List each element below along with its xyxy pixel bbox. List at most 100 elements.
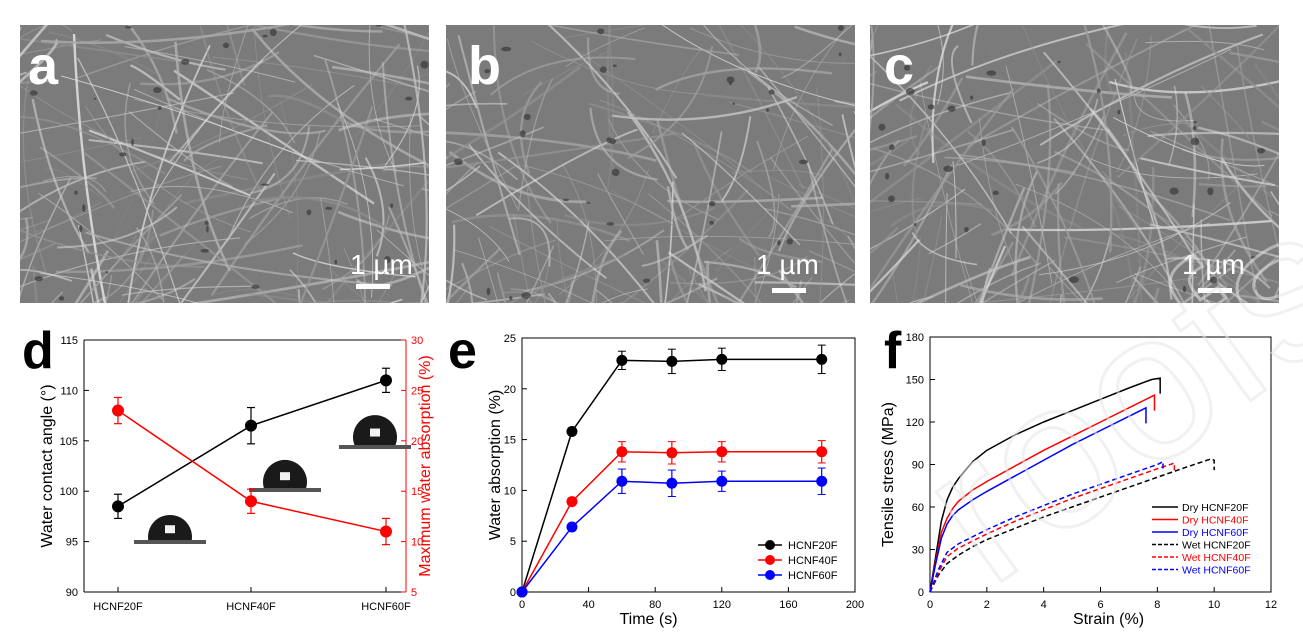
pore (838, 52, 842, 57)
fiber (146, 25, 303, 210)
fiber (870, 226, 899, 255)
pore (1096, 88, 1101, 94)
fiber (226, 25, 246, 86)
sem-image-b: b 1 µm (446, 25, 855, 303)
fiber (666, 186, 690, 251)
data-point (666, 355, 678, 367)
pore (454, 158, 463, 165)
fiber (1173, 104, 1210, 181)
fiber (461, 262, 474, 303)
fiber (373, 117, 429, 137)
legend-marker (765, 570, 775, 580)
pore (606, 222, 615, 226)
pore (606, 137, 612, 144)
x-tick-label: HCNF20F (93, 601, 143, 613)
y-tick-label-left: 100 (60, 486, 78, 498)
fiber (247, 292, 324, 303)
sem-image-c: c 1 µm (870, 25, 1279, 303)
pore (1117, 109, 1121, 115)
pore (501, 46, 512, 52)
fiber (667, 251, 746, 303)
series-line (521, 451, 822, 593)
fiber (279, 100, 299, 292)
fiber (1010, 126, 1096, 303)
fiber (308, 299, 389, 303)
fiber (870, 25, 875, 134)
fiber (337, 210, 429, 240)
data-point (716, 446, 728, 458)
pore (889, 73, 896, 81)
fiber (92, 296, 107, 303)
x-tick-label: 8 (1154, 599, 1160, 611)
pore (157, 105, 162, 111)
fiber (980, 259, 1056, 303)
fiber (870, 135, 918, 151)
fiber (490, 56, 636, 96)
fiber (297, 289, 301, 303)
x-tick-label: 0 (519, 599, 525, 611)
pore (986, 70, 997, 76)
y-tick-label-left: 105 (60, 436, 78, 448)
pore (927, 104, 935, 110)
pore (904, 65, 911, 71)
x-tick-label: HCNF60F (361, 601, 411, 613)
fiber (338, 112, 429, 132)
x-tick-label: 0 (927, 599, 933, 611)
x-tick-label: 2 (984, 599, 990, 611)
fiber (20, 92, 235, 134)
data-point (245, 495, 257, 508)
stress-strain-curve (929, 460, 1164, 593)
fiber (547, 25, 678, 179)
fiber (289, 269, 317, 303)
pore (878, 123, 886, 131)
y-tick-label: 120 (906, 417, 924, 429)
fiber (1134, 272, 1217, 303)
fiber (32, 266, 38, 303)
fiber (408, 116, 429, 293)
fiber (1224, 254, 1279, 303)
fiber (38, 193, 164, 301)
fiber (756, 140, 776, 238)
data-point (716, 353, 728, 365)
fiber (510, 288, 558, 303)
fiber (1014, 170, 1039, 303)
fiber (931, 25, 954, 163)
fiber (753, 257, 758, 303)
panel-letter-a: a (28, 36, 59, 96)
fiber (57, 206, 178, 249)
fiber (773, 25, 850, 170)
fiber (1218, 282, 1249, 303)
fiber (20, 237, 241, 288)
fiber (127, 44, 211, 303)
fiber (641, 234, 709, 267)
y-tick-label: 60 (912, 502, 924, 514)
fiber (130, 64, 181, 101)
chart-e: 0 40 80 120 160 200 0 5 10 15 20 25 Time (s) Water ab… (487, 333, 864, 628)
pore (970, 95, 974, 100)
pore (519, 130, 526, 138)
fiber (508, 252, 630, 303)
fiber (1147, 131, 1279, 138)
fiber (808, 250, 855, 273)
x-tick-label: 12 (1265, 599, 1277, 611)
data-point (245, 419, 257, 432)
scale-bar-label-b: 1 µm (756, 249, 819, 280)
stress-strain-curve (929, 393, 1156, 593)
droplet-highlight (370, 428, 380, 437)
fiber (34, 202, 101, 232)
fiber (661, 25, 855, 107)
fiber (729, 101, 855, 139)
fiber (446, 70, 478, 109)
fiber (135, 277, 196, 303)
pore (562, 198, 570, 202)
y-tick-label-right: 15 (411, 486, 423, 498)
fiber-texture (446, 25, 855, 303)
pore (1253, 287, 1256, 290)
fiber (915, 255, 1031, 303)
pore (981, 139, 986, 147)
fiber (105, 34, 226, 71)
y-tick-label-right: 30 (411, 335, 423, 347)
fiber (563, 25, 648, 39)
fiber (376, 229, 429, 276)
legend-label: Wet HCNF40F (1182, 552, 1251, 564)
